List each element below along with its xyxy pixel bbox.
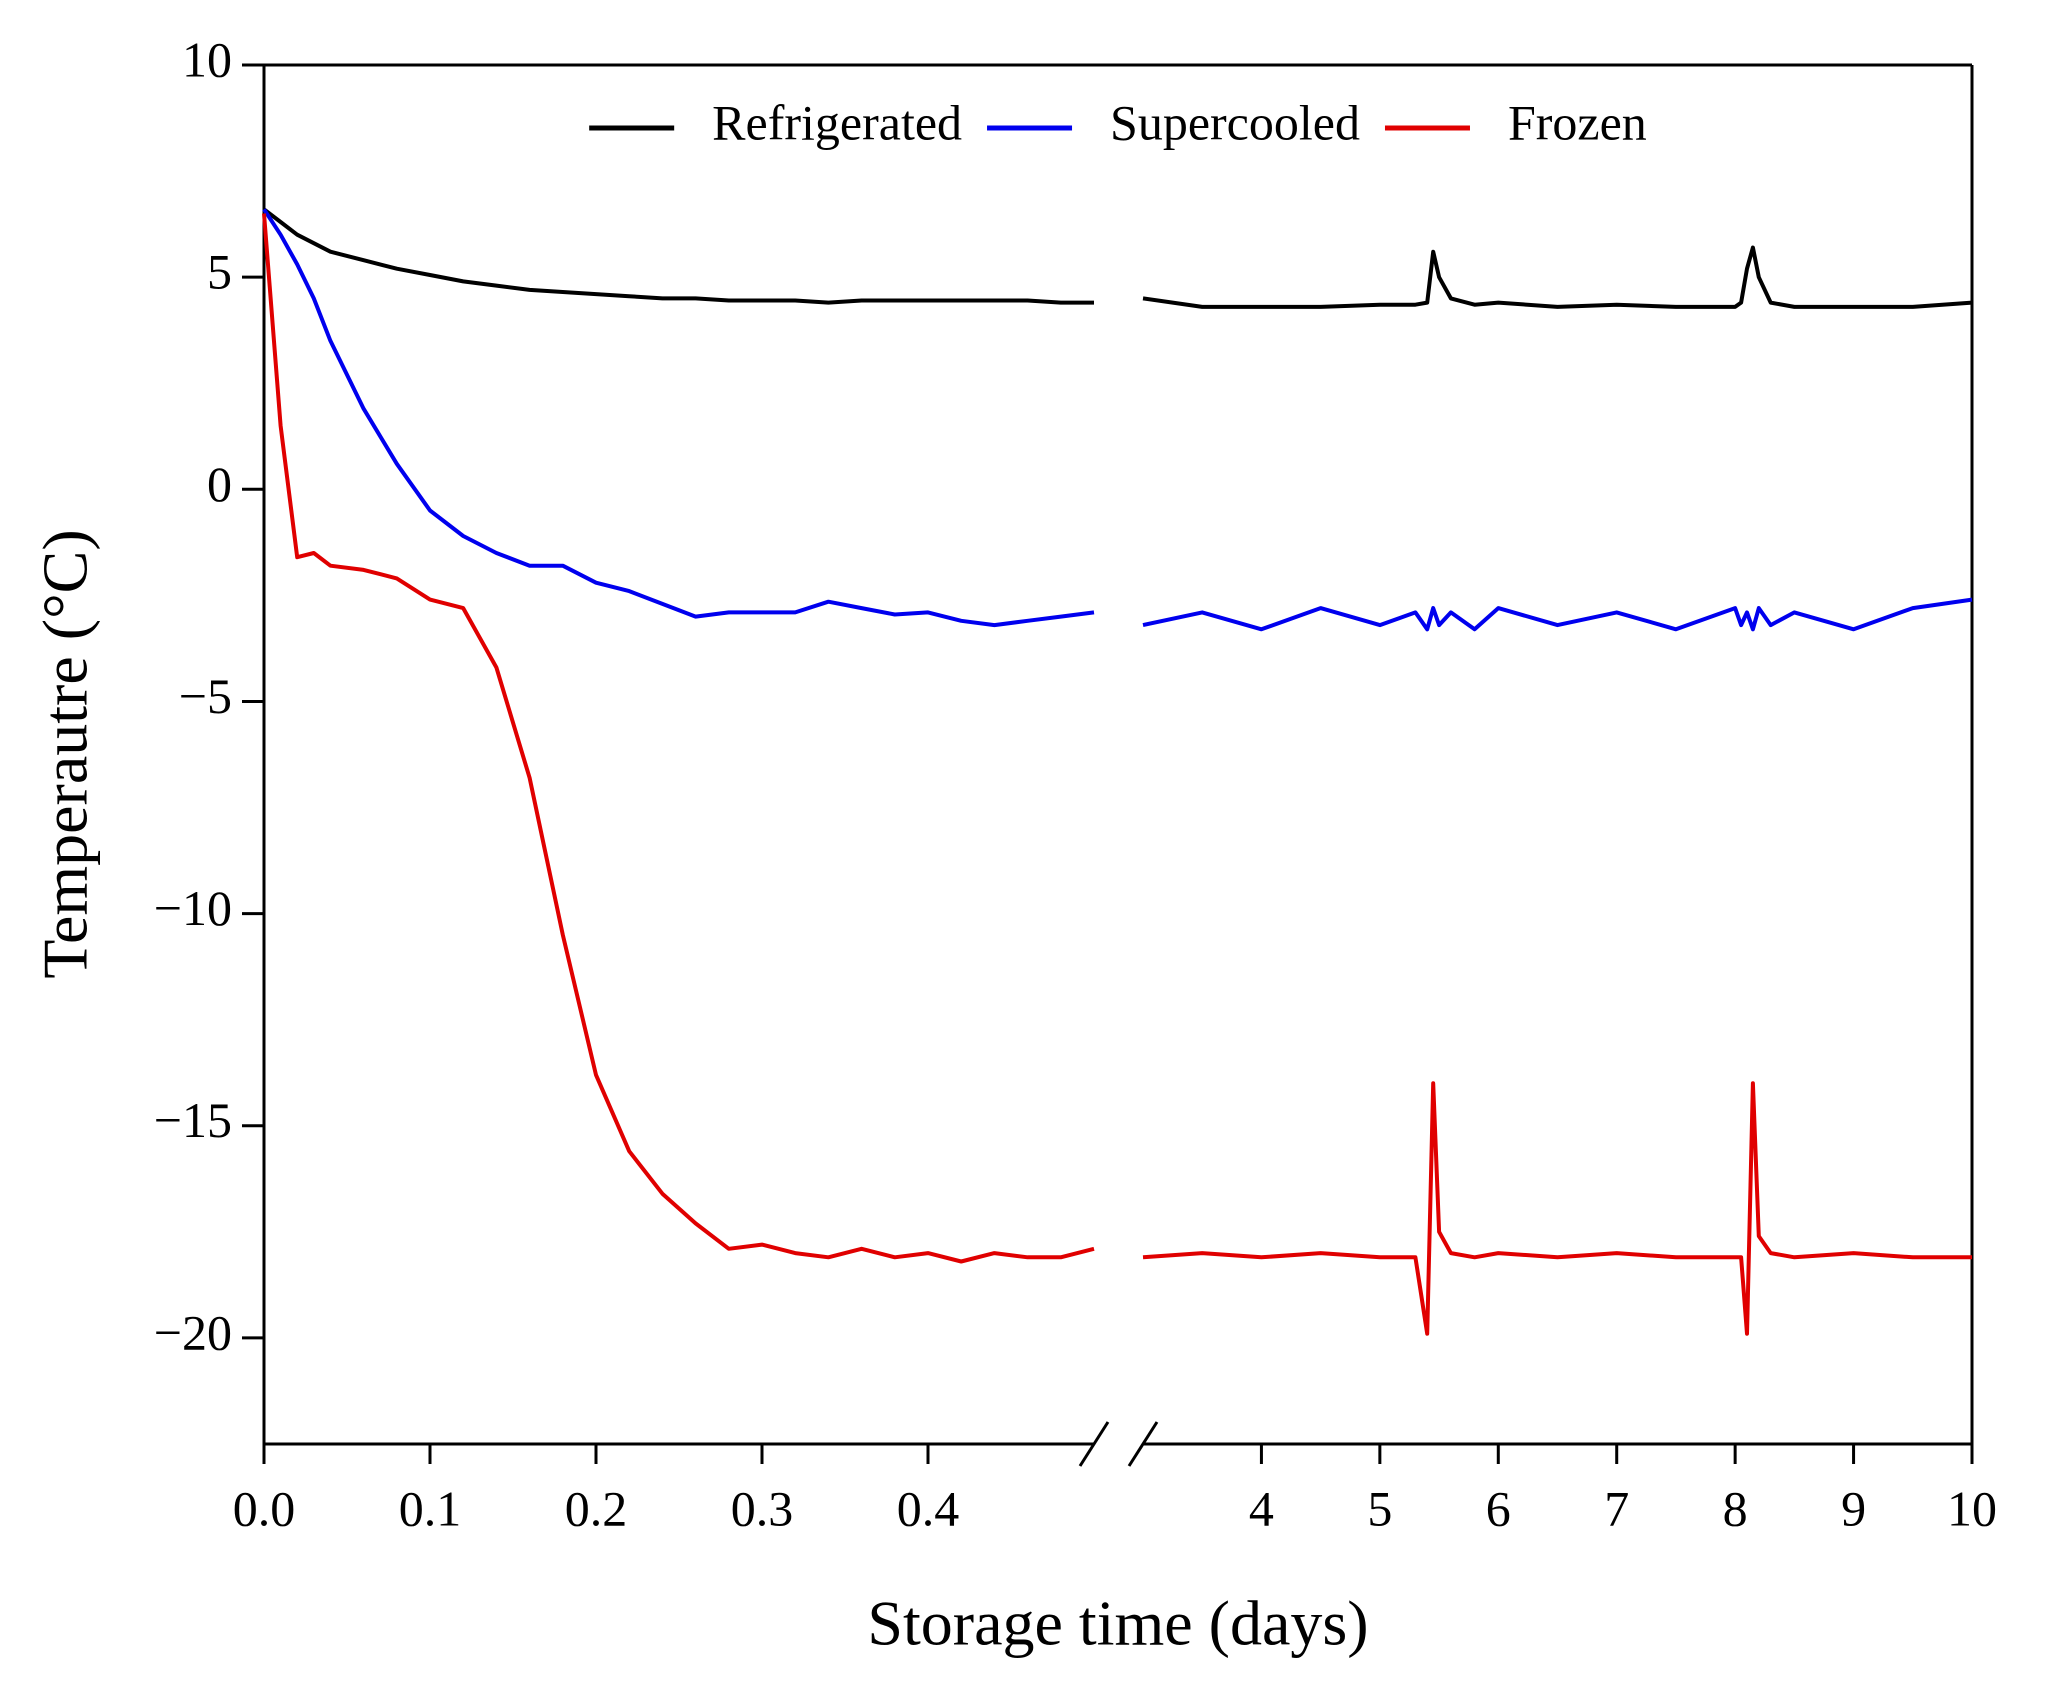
x-tick-label: 7 [1604,1480,1629,1536]
series-line [262,213,1972,1336]
legend-label: Refrigerated [712,94,962,150]
axis-break [1127,1421,1159,1467]
y-tick-label: 10 [182,31,232,87]
x-tick-label: 0.0 [233,1480,296,1536]
x-tick-label: 6 [1486,1480,1511,1536]
y-tick-label: −10 [154,880,232,936]
x-tick-label: 0.2 [565,1480,628,1536]
y-axis-label: Temperautre (°C) [30,529,101,978]
y-tick-label: −20 [154,1304,232,1360]
y-tick-label: −15 [154,1092,232,1148]
x-tick-label: 0.3 [731,1480,794,1536]
y-tick-label: 5 [207,244,232,300]
y-tick-label: 0 [207,456,232,512]
axis-break [1078,1421,1110,1467]
series-line [262,208,1973,632]
legend-label: Frozen [1508,94,1647,150]
y-tick-label: −5 [179,668,232,724]
x-tick-label: 0.4 [897,1480,960,1536]
legend-label: Supercooled [1110,94,1360,150]
x-tick-label: 8 [1723,1480,1748,1536]
x-tick-label: 9 [1841,1480,1866,1536]
x-tick-label: 5 [1367,1480,1392,1536]
x-tick-label: 10 [1947,1480,1997,1536]
x-tick-label: 0.1 [399,1480,462,1536]
x-axis-label: Storage time (days) [867,1588,1368,1659]
series-line [262,207,1973,309]
x-tick-label: 4 [1249,1480,1274,1536]
